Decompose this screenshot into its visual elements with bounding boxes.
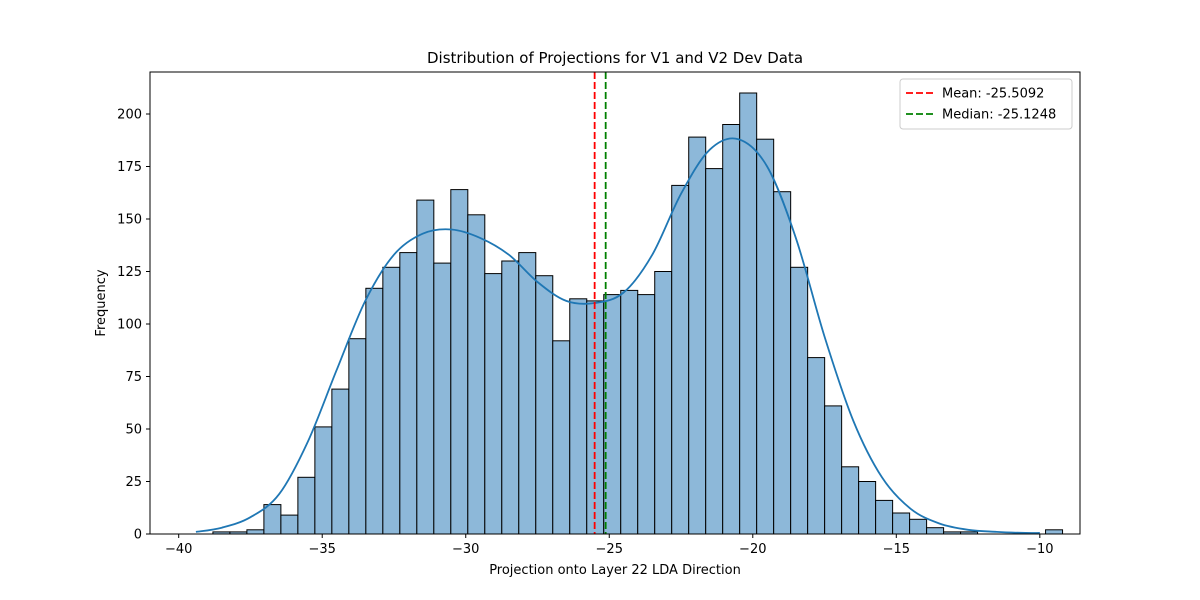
histogram-bar — [654, 271, 673, 535]
histogram-bar — [671, 184, 690, 535]
y-tick-label: 150 — [117, 213, 142, 228]
histogram-bar — [926, 527, 945, 535]
histogram-bar — [807, 357, 826, 535]
x-tick-label: −35 — [309, 542, 336, 557]
y-tick-label: 0 — [134, 528, 142, 543]
reference-lines — [593, 72, 607, 534]
histogram-bar — [739, 92, 758, 535]
histogram-bars — [212, 92, 1064, 535]
histogram-bar — [467, 214, 486, 535]
histogram-bar — [824, 405, 843, 535]
histogram-bar — [535, 275, 554, 535]
x-tick-label: −10 — [1026, 542, 1053, 557]
histogram-bar — [314, 426, 333, 535]
histogram-bar — [909, 518, 928, 535]
x-axis-label: Projection onto Layer 22 LDA Direction — [489, 563, 741, 578]
histogram-bar — [858, 481, 877, 535]
histogram-bar — [348, 338, 367, 535]
x-tick-label: −15 — [883, 542, 910, 557]
histogram-bar — [365, 287, 384, 535]
x-tick-label: −30 — [452, 542, 479, 557]
legend-mean-label: Mean: -25.5092 — [942, 87, 1044, 102]
histogram-bar — [280, 514, 299, 535]
histogram-bar — [620, 289, 639, 535]
histogram-bar — [297, 476, 316, 535]
y-tick-label: 125 — [117, 265, 142, 280]
y-axis: 0 25 50 75 100 125 150 175 200 — [117, 108, 150, 543]
histogram-bar — [790, 266, 809, 535]
histogram-bar — [892, 512, 911, 535]
histogram-bar — [382, 266, 401, 535]
histogram-bar — [688, 136, 707, 535]
histogram-bar — [518, 252, 537, 535]
histogram-bar — [637, 294, 656, 535]
kde-curve-group — [195, 137, 1040, 534]
histogram-bar — [722, 124, 741, 535]
histogram-bar — [399, 252, 418, 535]
histogram-bar — [246, 529, 265, 535]
histogram-bar — [756, 138, 775, 535]
y-tick-label: 75 — [125, 370, 142, 385]
histogram-bar — [501, 260, 520, 535]
y-tick-label: 100 — [117, 318, 142, 333]
x-axis: −40 −35 −30 −25 −20 −15 −10 — [165, 534, 1054, 557]
y-tick-label: 25 — [125, 475, 142, 490]
x-tick-label: −40 — [165, 542, 192, 557]
histogram-bar — [331, 388, 350, 535]
plot-frame — [149, 71, 1081, 535]
y-tick-label: 175 — [117, 160, 142, 175]
histogram-bar — [705, 168, 724, 535]
legend: Mean: -25.5092 Median: -25.1248 — [899, 78, 1073, 130]
y-tick-label: 50 — [125, 423, 142, 438]
histogram-bar — [552, 340, 571, 535]
x-tick-label: −20 — [739, 542, 766, 557]
histogram-bar — [569, 298, 588, 535]
kde-curve — [195, 137, 1040, 534]
histogram-bar — [875, 499, 894, 535]
legend-box — [899, 78, 1073, 130]
histogram-bar — [433, 262, 452, 535]
y-tick-label: 200 — [117, 108, 142, 123]
x-tick-label: −25 — [596, 542, 623, 557]
chart-title: Distribution of Projections for V1 and V… — [427, 49, 803, 67]
histogram-bar — [773, 191, 792, 535]
histogram-bar — [450, 189, 469, 535]
histogram-bar — [484, 273, 503, 535]
histogram-bar — [841, 466, 860, 535]
y-axis-label: Frequency — [94, 269, 109, 336]
histogram-bar — [263, 504, 282, 535]
histogram-bar — [416, 199, 435, 535]
histogram-bar — [1045, 529, 1064, 535]
legend-median-label: Median: -25.1248 — [942, 108, 1056, 123]
